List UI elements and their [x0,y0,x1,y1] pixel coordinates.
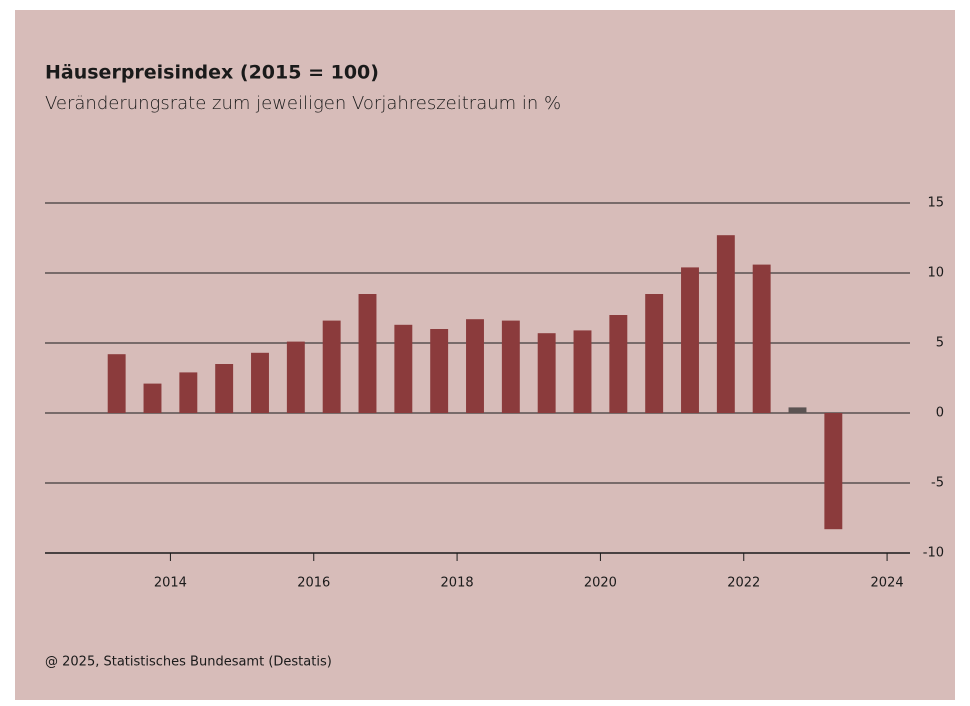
bar [358,294,377,413]
bar [537,333,556,413]
x-tick-label: 2018 [441,576,474,591]
x-tick-label: 2022 [727,576,760,591]
bar [394,324,413,413]
bar [251,352,269,413]
y-tick-label: -5 [931,476,944,491]
bar [645,294,664,413]
panel [15,10,955,700]
bar [430,329,449,413]
x-tick-label: 2014 [154,576,187,591]
chart-title: Häuserpreisindex (2015 = 100) [45,62,379,84]
y-tick-label: -10 [923,546,944,561]
bar [752,264,771,413]
bar [179,372,198,413]
chart-subtitle: Veränderungsrate zum jeweiligen Vorjahre… [45,93,561,114]
bar [143,383,162,413]
x-tick-label: 2016 [297,576,330,591]
bar [501,320,520,413]
bar [716,235,735,413]
bar [286,341,305,413]
bar [681,267,699,413]
bar [466,319,484,413]
source: @ 2025, Statistisches Bundesamt (Destati… [45,655,332,670]
bar [215,364,234,413]
bar [322,320,341,413]
bar [788,407,807,413]
x-tick-label: 2024 [871,576,904,591]
y-tick-label: 0 [936,406,944,421]
bar [824,413,843,530]
x-tick-label: 2020 [584,576,617,591]
bar [573,330,592,413]
bar [609,315,628,413]
y-tick-label: 15 [927,196,944,211]
y-tick-label: 10 [927,266,944,281]
y-tick-label: 5 [936,336,944,351]
bar [107,354,126,413]
